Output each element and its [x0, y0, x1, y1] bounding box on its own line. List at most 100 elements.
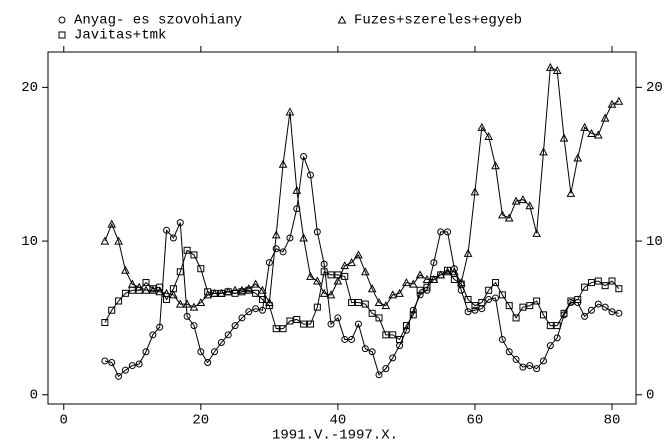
marker	[231, 289, 239, 297]
marker	[265, 302, 273, 310]
marker	[581, 283, 589, 291]
marker	[463, 248, 473, 257]
marker	[553, 334, 561, 342]
marker	[594, 277, 602, 285]
marker	[415, 270, 425, 279]
marker	[444, 228, 452, 236]
marker	[533, 297, 541, 305]
marker	[525, 201, 535, 210]
y-tick-label-right: 10	[646, 234, 663, 250]
marker	[292, 185, 302, 194]
marker	[519, 303, 527, 311]
marker	[299, 233, 308, 242]
marker	[278, 159, 288, 168]
legend-marker	[58, 31, 66, 39]
marker	[511, 196, 521, 205]
marker	[182, 299, 192, 308]
marker	[237, 285, 247, 294]
marker	[498, 210, 507, 219]
marker	[204, 288, 212, 296]
marker	[231, 322, 239, 330]
marker	[176, 268, 184, 276]
marker	[108, 358, 116, 366]
legend-label: Fuzes+szereles+egyeb	[354, 13, 522, 29]
marker	[217, 339, 225, 347]
marker	[279, 325, 287, 333]
marker	[238, 288, 246, 296]
marker	[348, 299, 356, 307]
marker	[175, 299, 185, 308]
marker	[608, 277, 616, 285]
marker	[512, 314, 520, 322]
marker	[101, 319, 109, 327]
marker	[334, 314, 342, 322]
marker	[580, 122, 589, 131]
marker	[312, 276, 322, 285]
marker	[552, 65, 562, 74]
marker	[142, 279, 150, 287]
marker	[197, 265, 205, 273]
marker	[560, 309, 568, 317]
marker	[115, 297, 123, 305]
marker	[286, 234, 294, 242]
marker	[169, 234, 177, 242]
marker	[320, 268, 328, 276]
x-tick-label: 0	[60, 413, 68, 429]
marker	[498, 335, 506, 343]
marker	[320, 260, 328, 268]
marker	[470, 187, 480, 196]
marker	[244, 284, 254, 293]
marker	[539, 147, 548, 156]
marker	[121, 366, 129, 374]
marker	[189, 302, 199, 311]
marker	[368, 309, 376, 317]
marker	[368, 348, 376, 356]
legend-marker	[58, 16, 66, 24]
marker	[300, 320, 308, 328]
y-tick-label-right: 20	[646, 80, 663, 96]
marker	[279, 248, 287, 256]
marker	[211, 348, 219, 356]
marker	[354, 250, 363, 259]
marker	[566, 188, 576, 197]
marker	[450, 267, 459, 276]
marker	[121, 265, 130, 274]
plot-frame	[47, 51, 637, 405]
marker	[354, 320, 362, 328]
marker	[306, 171, 314, 179]
marker	[169, 285, 177, 293]
marker	[285, 107, 295, 116]
marker	[518, 195, 528, 204]
marker	[245, 286, 253, 294]
marker	[581, 312, 589, 320]
series-line	[104, 156, 619, 378]
marker	[313, 228, 321, 236]
marker	[108, 306, 116, 314]
marker	[114, 236, 123, 245]
marker	[259, 295, 267, 303]
marker	[382, 331, 390, 339]
marker	[183, 312, 191, 320]
marker	[593, 130, 603, 139]
marker	[251, 279, 260, 288]
marker	[211, 289, 219, 297]
marker	[409, 311, 417, 319]
marker	[135, 360, 143, 368]
marker	[464, 308, 472, 316]
marker	[334, 271, 342, 279]
marker	[375, 371, 383, 379]
marker	[190, 251, 198, 259]
marker	[388, 290, 398, 299]
marker	[327, 320, 335, 328]
marker	[444, 266, 452, 274]
marker	[319, 288, 329, 297]
marker	[601, 303, 609, 311]
marker	[615, 285, 623, 293]
marker	[437, 228, 445, 236]
marker	[539, 311, 547, 319]
marker	[176, 219, 184, 227]
marker	[163, 226, 171, 234]
marker	[306, 320, 314, 328]
marker	[491, 161, 500, 170]
x-tick-label: 80	[604, 413, 621, 429]
